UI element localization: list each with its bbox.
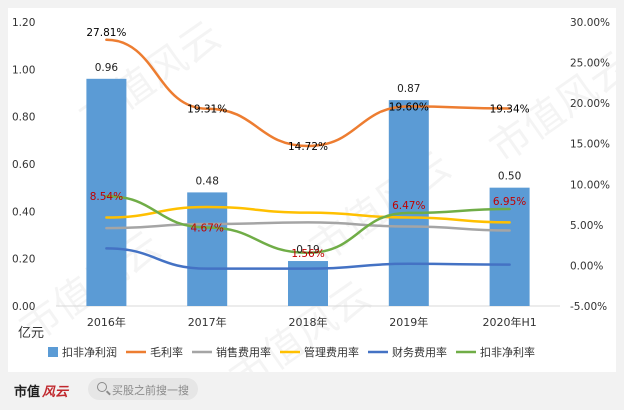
bar-value-label: 0.19 [296, 244, 319, 256]
y-right-tick-label: 25.00% [570, 58, 610, 70]
y-right-tick-label: 0.00% [570, 260, 603, 272]
legend-label-1: 扣非净利润 [62, 345, 117, 359]
legend-swatch-1 [48, 347, 58, 357]
chart-panel: 市值风云市值风云市值风云市值风云市值风云0.000.200.400.600.80… [8, 8, 624, 402]
line-series-5 [105, 194, 511, 255]
y-right-tick-label: -5.00% [570, 301, 607, 313]
brand-script: 风云 [42, 385, 69, 400]
bar-5 [489, 187, 530, 306]
y-left-tick-label: 1.00 [12, 64, 35, 76]
footer-bar: 市值 风云 买股之前搜一搜 [8, 375, 616, 405]
y-left-tick-label: 0.00 [12, 301, 35, 313]
brand-logo[interactable]: 市值 风云 [14, 381, 68, 400]
y-right-tick-label: 20.00% [570, 98, 610, 110]
legend-label-5: 财务费用率 [392, 345, 447, 359]
y-right-tick-label: 5.00% [570, 220, 603, 232]
y-left-tick-label: 0.20 [12, 254, 35, 266]
bar-value-label: 0.87 [397, 83, 420, 95]
gross-margin-label: 27.81% [86, 27, 126, 39]
line-series-1 [105, 38, 511, 148]
y-left-tick-label: 0.40 [12, 206, 35, 218]
x-tick-label: 2018年 [289, 315, 328, 329]
line-series-2 [105, 221, 511, 232]
y-right-tick-label: 10.00% [570, 179, 610, 191]
y-axis-unit-label: 亿元 [18, 326, 44, 341]
y-right-tick-label: 15.00% [570, 139, 610, 151]
net-margin-label: 4.67% [191, 223, 224, 235]
y-right-tick-label: 30.00% [570, 17, 610, 29]
x-tick-label: 2020年H1 [482, 315, 536, 329]
x-tick-label: 2017年 [188, 315, 227, 329]
bar-4 [388, 100, 429, 306]
bar-1 [86, 78, 127, 306]
x-tick-label: 2016年 [87, 315, 126, 329]
legend-label-4: 管理费用率 [304, 345, 359, 359]
gross-margin-label: 19.34% [490, 103, 530, 115]
x-tick-label: 2019年 [389, 315, 428, 329]
watermark-text: 市值风云 [302, 143, 459, 272]
bar-value-label: 0.50 [498, 171, 521, 183]
bar-value-label: 0.96 [95, 62, 119, 74]
net-margin-label: 1.56% [291, 248, 324, 260]
legend-label-6: 扣非净利率 [480, 345, 535, 359]
line-series-4 [105, 247, 511, 270]
brand-text: 市值 [14, 385, 41, 400]
search-placeholder: 买股之前搜一搜 [112, 384, 189, 397]
legend-label-3: 销售费用率 [216, 345, 271, 359]
bar-2 [187, 192, 228, 306]
line-series-3 [105, 205, 511, 224]
gross-margin-label: 19.31% [187, 104, 227, 116]
chart: 市值风云市值风云市值风云市值风云市值风云0.000.200.400.600.80… [12, 13, 624, 402]
bar-value-label: 0.48 [196, 175, 219, 187]
net-margin-label: 6.47% [392, 200, 425, 212]
y-left-tick-label: 0.80 [12, 112, 35, 124]
y-left-tick-label: 0.60 [12, 159, 35, 171]
gross-margin-label: 14.72% [288, 141, 328, 153]
search-box[interactable]: 买股之前搜一搜 [88, 378, 198, 400]
search-icon [97, 382, 107, 392]
y-left-tick-label: 1.20 [12, 17, 35, 29]
net-margin-label: 6.95% [493, 196, 526, 208]
legend-label-2: 毛利率 [150, 345, 183, 359]
gross-margin-label: 19.60% [389, 101, 429, 113]
net-margin-label: 8.54% [90, 191, 123, 203]
